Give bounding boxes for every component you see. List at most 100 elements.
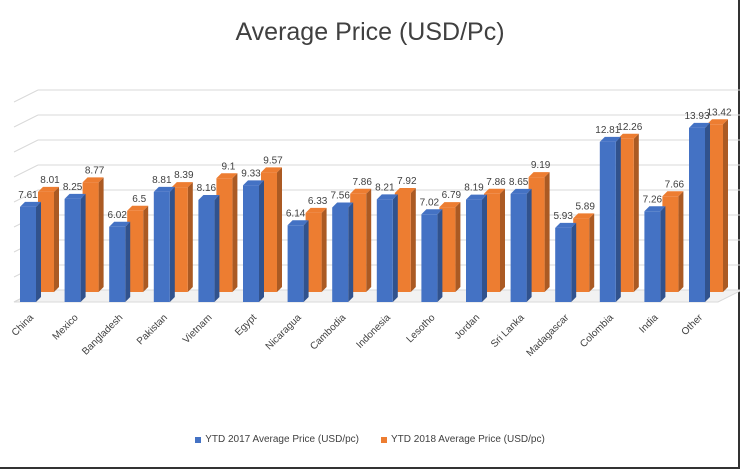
bar-front	[439, 207, 456, 292]
bar-top	[555, 222, 577, 228]
bar-front	[216, 178, 233, 292]
bar-front	[510, 193, 527, 302]
bar-front	[689, 127, 705, 302]
data-label-2018: 9.57	[263, 155, 283, 166]
bar-side	[723, 119, 728, 292]
bar-2017	[689, 122, 710, 302]
bar-2018	[573, 213, 595, 292]
data-label-2018: 8.01	[40, 175, 60, 186]
bar-front	[394, 193, 411, 292]
bar-2018	[305, 207, 327, 292]
bar-2017	[198, 195, 220, 302]
bar-side	[615, 136, 621, 302]
bar-front	[617, 138, 634, 292]
bar-top	[707, 119, 728, 125]
bar-side	[526, 188, 532, 302]
bar-side	[277, 167, 282, 292]
gridline-side	[13, 89, 39, 103]
bar-top	[689, 122, 710, 128]
bar-2017	[109, 221, 131, 302]
bar-2018	[484, 188, 505, 292]
bar-front	[332, 207, 349, 302]
bar-top	[261, 167, 282, 173]
bar-side	[366, 188, 372, 292]
bar-top	[153, 186, 175, 192]
bar-side	[410, 188, 416, 292]
bar-2017	[64, 193, 86, 302]
bar-side	[259, 180, 264, 302]
bar-front	[153, 191, 170, 302]
bar-side	[705, 122, 710, 302]
bar-2017	[287, 220, 309, 302]
bar-2017	[421, 209, 443, 302]
bar-top	[662, 191, 684, 197]
category-label: China	[10, 312, 37, 339]
bar-front	[38, 191, 54, 292]
data-label-2018: 6.5	[132, 194, 146, 205]
category-label: Mexico	[51, 312, 81, 342]
data-label-2017: 8.25	[63, 182, 83, 193]
bar-2018	[82, 177, 104, 292]
bar-top	[644, 206, 666, 212]
bar-side	[571, 222, 577, 302]
category-label: Pakistan	[135, 312, 170, 347]
bar-front	[82, 182, 99, 292]
bar-side	[392, 194, 398, 302]
bar-2017	[332, 202, 354, 302]
bar-top	[484, 188, 505, 194]
bar-side	[98, 177, 104, 292]
data-label-2018: 8.77	[85, 165, 105, 176]
data-label-2017: 7.02	[420, 197, 440, 208]
chart-title: Average Price (USD/Pc)	[235, 18, 505, 46]
bar-side	[589, 213, 595, 292]
gridline-side	[13, 189, 39, 203]
category-label: Colombia	[578, 312, 616, 350]
legend-label-2017: YTD 2017 Average Price (USD/pc)	[205, 434, 359, 445]
bar-side	[348, 202, 354, 302]
bar-front	[707, 124, 723, 292]
bar-front	[287, 225, 304, 302]
bar-side	[544, 172, 550, 292]
bar-2018	[662, 191, 684, 292]
data-label-2018: 6.33	[308, 196, 328, 207]
chart-legend: YTD 2017 Average Price (USD/pc) YTD 2018…	[0, 434, 740, 445]
bar-side	[633, 133, 639, 292]
bar-side	[321, 207, 327, 292]
bar-side	[303, 220, 309, 302]
category-label: Vietnam	[181, 312, 215, 346]
category-label: Nicaragua	[264, 312, 304, 352]
bar-side	[437, 209, 443, 302]
data-label-2018: 7.66	[665, 179, 685, 190]
bar-2018	[394, 188, 416, 292]
data-label-2017: 9.33	[241, 168, 261, 179]
bar-front	[171, 187, 188, 292]
data-label-2017: 7.26	[643, 194, 663, 205]
bar-front	[109, 226, 126, 302]
gridline-side	[13, 164, 39, 178]
bar-front	[421, 214, 438, 302]
bar-top	[466, 194, 487, 200]
bar-side	[36, 201, 41, 302]
bar-2018	[261, 167, 282, 292]
data-label-2018: 8.39	[174, 170, 194, 181]
bar-top	[421, 209, 443, 215]
bar-top	[64, 193, 86, 199]
bar-2017	[555, 222, 577, 302]
bar-2018	[617, 133, 639, 292]
category-label: Other	[680, 312, 706, 338]
category-label: Egypt	[233, 312, 259, 338]
category-label: Cambodia	[308, 312, 348, 352]
bar-top	[171, 182, 193, 188]
bar-side	[500, 188, 505, 292]
bar-front	[243, 185, 259, 302]
bar-2018	[171, 182, 193, 292]
bar-front	[662, 196, 679, 292]
bar-top	[20, 201, 41, 207]
bar-front	[484, 193, 500, 292]
bar-front	[127, 210, 144, 292]
bar-2017	[376, 194, 398, 302]
bar-side	[232, 173, 238, 292]
data-label-2018: 6.79	[442, 190, 462, 201]
bar-front	[376, 199, 393, 302]
data-label-2017: 8.19	[464, 183, 484, 194]
